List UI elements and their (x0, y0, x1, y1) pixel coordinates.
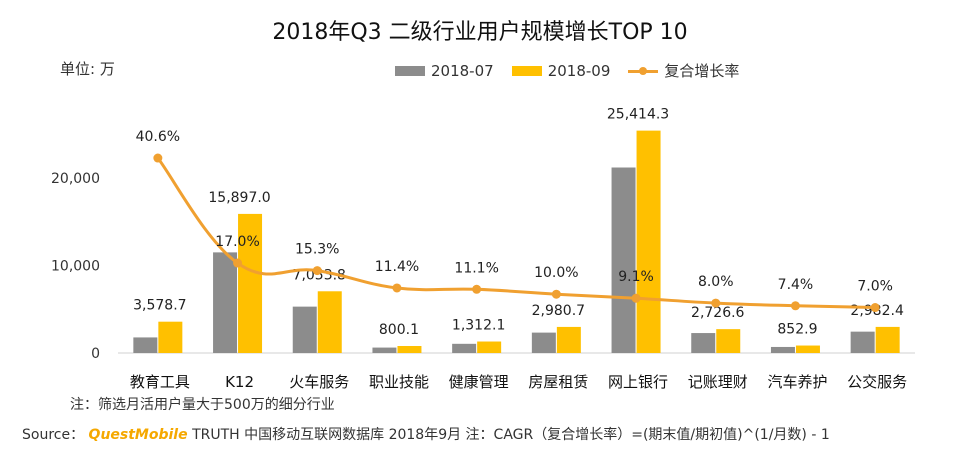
cagr-point (631, 293, 641, 303)
cagr-point (392, 283, 402, 293)
bar-2018-09 (716, 329, 741, 353)
bar-2018-07 (133, 337, 158, 353)
bar-2018-07 (292, 306, 317, 353)
x-tick-label: 火车服务 (289, 373, 349, 391)
x-tick-label: 职业技能 (369, 373, 429, 391)
cagr-point (472, 284, 482, 294)
y-tick-label: 0 (91, 346, 100, 362)
bar-2018-07 (770, 346, 795, 353)
cagr-data-label: 40.6% (136, 129, 180, 145)
cagr-data-label: 7.4% (778, 277, 814, 293)
cagr-data-label: 10.0% (534, 265, 578, 281)
bar-2018-07 (452, 343, 477, 353)
bar-2018-09 (397, 345, 422, 353)
x-tick-label: 公交服务 (847, 373, 907, 391)
x-tick-label: 房屋租赁 (528, 373, 588, 391)
cagr-data-label: 11.4% (375, 259, 419, 275)
bar-data-label: 852.9 (777, 322, 817, 338)
cagr-line (156, 157, 876, 310)
bar-2018-07 (611, 167, 636, 353)
legend-swatch-yellow (511, 65, 542, 76)
source-text: TRUTH 中国移动互联网数据库 2018年9月 注：CAGR（复合增长率）=(… (192, 427, 830, 443)
cagr-data-label: 11.1% (454, 260, 498, 276)
cagr-data-label: 17.0% (215, 234, 259, 250)
x-tick-label: 汽车养护 (767, 373, 827, 391)
bar-2018-09 (556, 326, 581, 353)
bar-2018-07 (372, 347, 397, 353)
bar-2018-09 (875, 326, 900, 353)
cagr-data-label: 15.3% (295, 242, 339, 258)
source-line: Source： QuestMobile TRUTH 中国移动互联网数据库 201… (22, 424, 830, 444)
legend-label: 2018-07 (431, 61, 494, 80)
bar-data-label: 1,312.1 (452, 318, 505, 334)
bar-data-label: 25,414.3 (607, 107, 669, 123)
bar-2018-09 (158, 321, 183, 353)
bar-data-label: 2,980.7 (532, 303, 585, 319)
cagr-data-label: 8.0% (698, 274, 734, 290)
legend-item-2018-07: 2018-07 (395, 62, 494, 80)
y-tick-label: 10,000 (51, 259, 100, 275)
cagr-point (233, 258, 243, 268)
x-tick-label: 记账理财 (688, 373, 748, 391)
bar-data-label: 800.1 (379, 322, 419, 338)
bar-2018-07 (213, 252, 238, 353)
bar-2018-09 (477, 341, 502, 353)
footnote: 注：筛选月活用户量大于500万的细分行业 (70, 397, 335, 413)
source-prefix: Source： (22, 427, 85, 443)
cagr-point (790, 301, 800, 311)
bar-2018-07 (691, 333, 716, 353)
cagr-point (711, 298, 721, 308)
legend-item-2018-09: 2018-09 (511, 61, 611, 80)
bar-2018-09 (238, 213, 263, 353)
bar-2018-09 (317, 291, 342, 353)
bar-2018-09 (795, 345, 820, 353)
legend-swatch-gray (395, 65, 425, 76)
x-tick-label: 教育工具 (130, 373, 190, 391)
cagr-data-label: 7.0% (857, 279, 893, 295)
cagr-point (312, 266, 322, 276)
x-tick-label: K12 (225, 373, 254, 391)
bar-2018-07 (531, 332, 556, 353)
legend-label: 复合增长率 (664, 62, 740, 80)
cagr-point (870, 303, 880, 313)
y-tick-label: 20,000 (51, 171, 100, 187)
x-tick-label: 网上银行 (608, 373, 668, 391)
bar-2018-07 (850, 331, 875, 353)
bar-data-label: 2,726.6 (691, 305, 745, 321)
bar-data-label: 3,578.7 (133, 298, 186, 314)
cagr-point (153, 153, 163, 163)
bar-data-label: 15,897.0 (208, 190, 270, 206)
cagr-point (551, 289, 561, 299)
unit-label: 单位: 万 (60, 60, 115, 78)
legend-swatch-line (628, 66, 659, 76)
bar-2018-09 (636, 130, 661, 353)
legend-label: 2018-09 (547, 61, 611, 80)
legend: 2018-07 2018-09 复合增长率 (395, 60, 757, 81)
x-tick-label: 健康管理 (449, 373, 509, 391)
cagr-data-label: 9.1% (618, 269, 654, 285)
chart-title: 2018年Q3 二级行业用户规模增长TOP 10 (272, 20, 688, 45)
brand-logo: QuestMobile (88, 427, 188, 443)
legend-item-cagr: 复合增长率 (628, 60, 739, 81)
